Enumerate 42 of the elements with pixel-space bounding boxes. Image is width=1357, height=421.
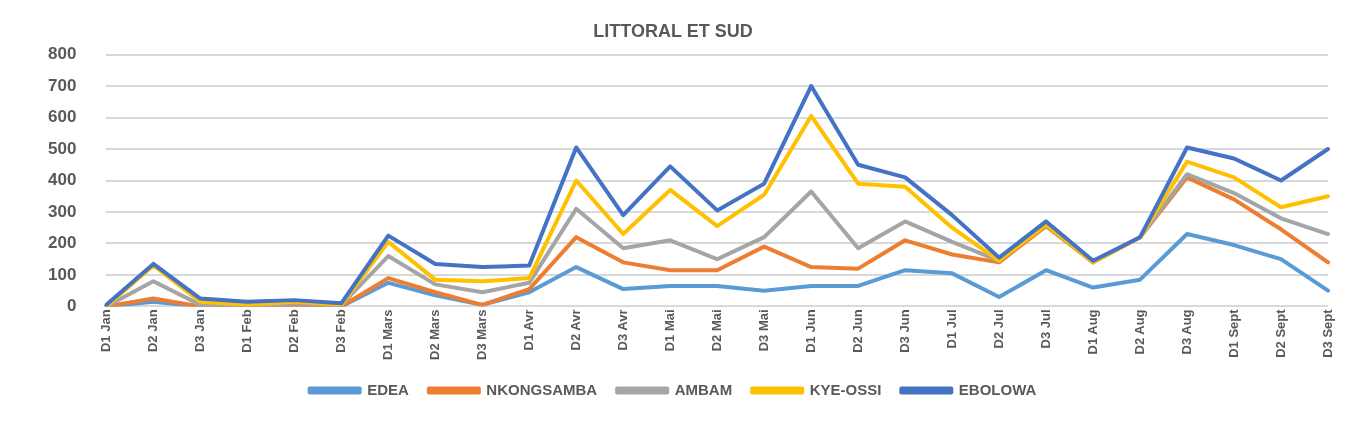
x-tick-label: D1 Jun xyxy=(802,309,818,353)
legend-label: EDEA xyxy=(367,380,410,398)
x-tick-label: D1 Jan xyxy=(97,309,113,353)
x-tick-label: D1 Feb xyxy=(238,309,254,353)
x-tick-label: D2 Aug xyxy=(1131,309,1147,355)
y-tick-label: 100 xyxy=(47,264,77,284)
x-tick-label: D3 Jun xyxy=(896,309,912,353)
x-tick-label: D2 Jul xyxy=(990,309,1006,349)
y-tick-label: 600 xyxy=(47,107,77,127)
y-tick-label: 300 xyxy=(47,201,77,221)
legend-label: AMBAM xyxy=(674,380,733,398)
y-tick-label: 400 xyxy=(47,170,77,190)
x-tick-label: D1 Jul xyxy=(943,309,959,349)
x-tick-label: D1 Avr xyxy=(520,309,536,351)
x-tick-label: D1 Mars xyxy=(379,309,395,360)
x-tick-label: D2 Mars xyxy=(426,309,442,360)
y-tick-label: 800 xyxy=(47,44,77,64)
x-tick-label: D3 Jan xyxy=(191,309,207,353)
x-tick-label: D1 Mai xyxy=(661,309,677,352)
legend-label: NKONGSAMBA xyxy=(486,380,598,398)
x-tick-label: D3 Sept xyxy=(1319,308,1335,358)
x-tick-label: D2 Sept xyxy=(1272,308,1288,358)
y-tick-label: 500 xyxy=(47,138,77,158)
x-tick-label: D3 Avr xyxy=(614,309,630,351)
x-tick-label: D3 Mai xyxy=(755,309,771,352)
y-tick-label: 0 xyxy=(66,296,77,316)
x-tick-label: D3 Mars xyxy=(473,309,489,360)
x-tick-label: D3 Aug xyxy=(1178,309,1194,355)
legend-label: KYE-OSSI xyxy=(809,380,882,398)
x-tick-label: D2 Avr xyxy=(567,309,583,351)
x-tick-label: D3 Jul xyxy=(1037,309,1053,349)
x-tick-label: D2 Mai xyxy=(708,309,724,352)
x-tick-label: D2 Feb xyxy=(285,309,301,353)
y-tick-label: 200 xyxy=(47,233,77,253)
x-tick-label: D1 Sept xyxy=(1225,308,1241,358)
x-tick-label: D2 Jun xyxy=(849,309,865,353)
x-tick-label: D1 Aug xyxy=(1084,309,1100,355)
legend-label: EBOLOWA xyxy=(958,380,1037,398)
x-tick-label: D3 Feb xyxy=(332,309,348,353)
x-tick-label: D2 Jan xyxy=(144,309,160,353)
chart-title: LITTORAL ET SUD xyxy=(593,20,753,41)
y-tick-label: 700 xyxy=(47,75,77,95)
